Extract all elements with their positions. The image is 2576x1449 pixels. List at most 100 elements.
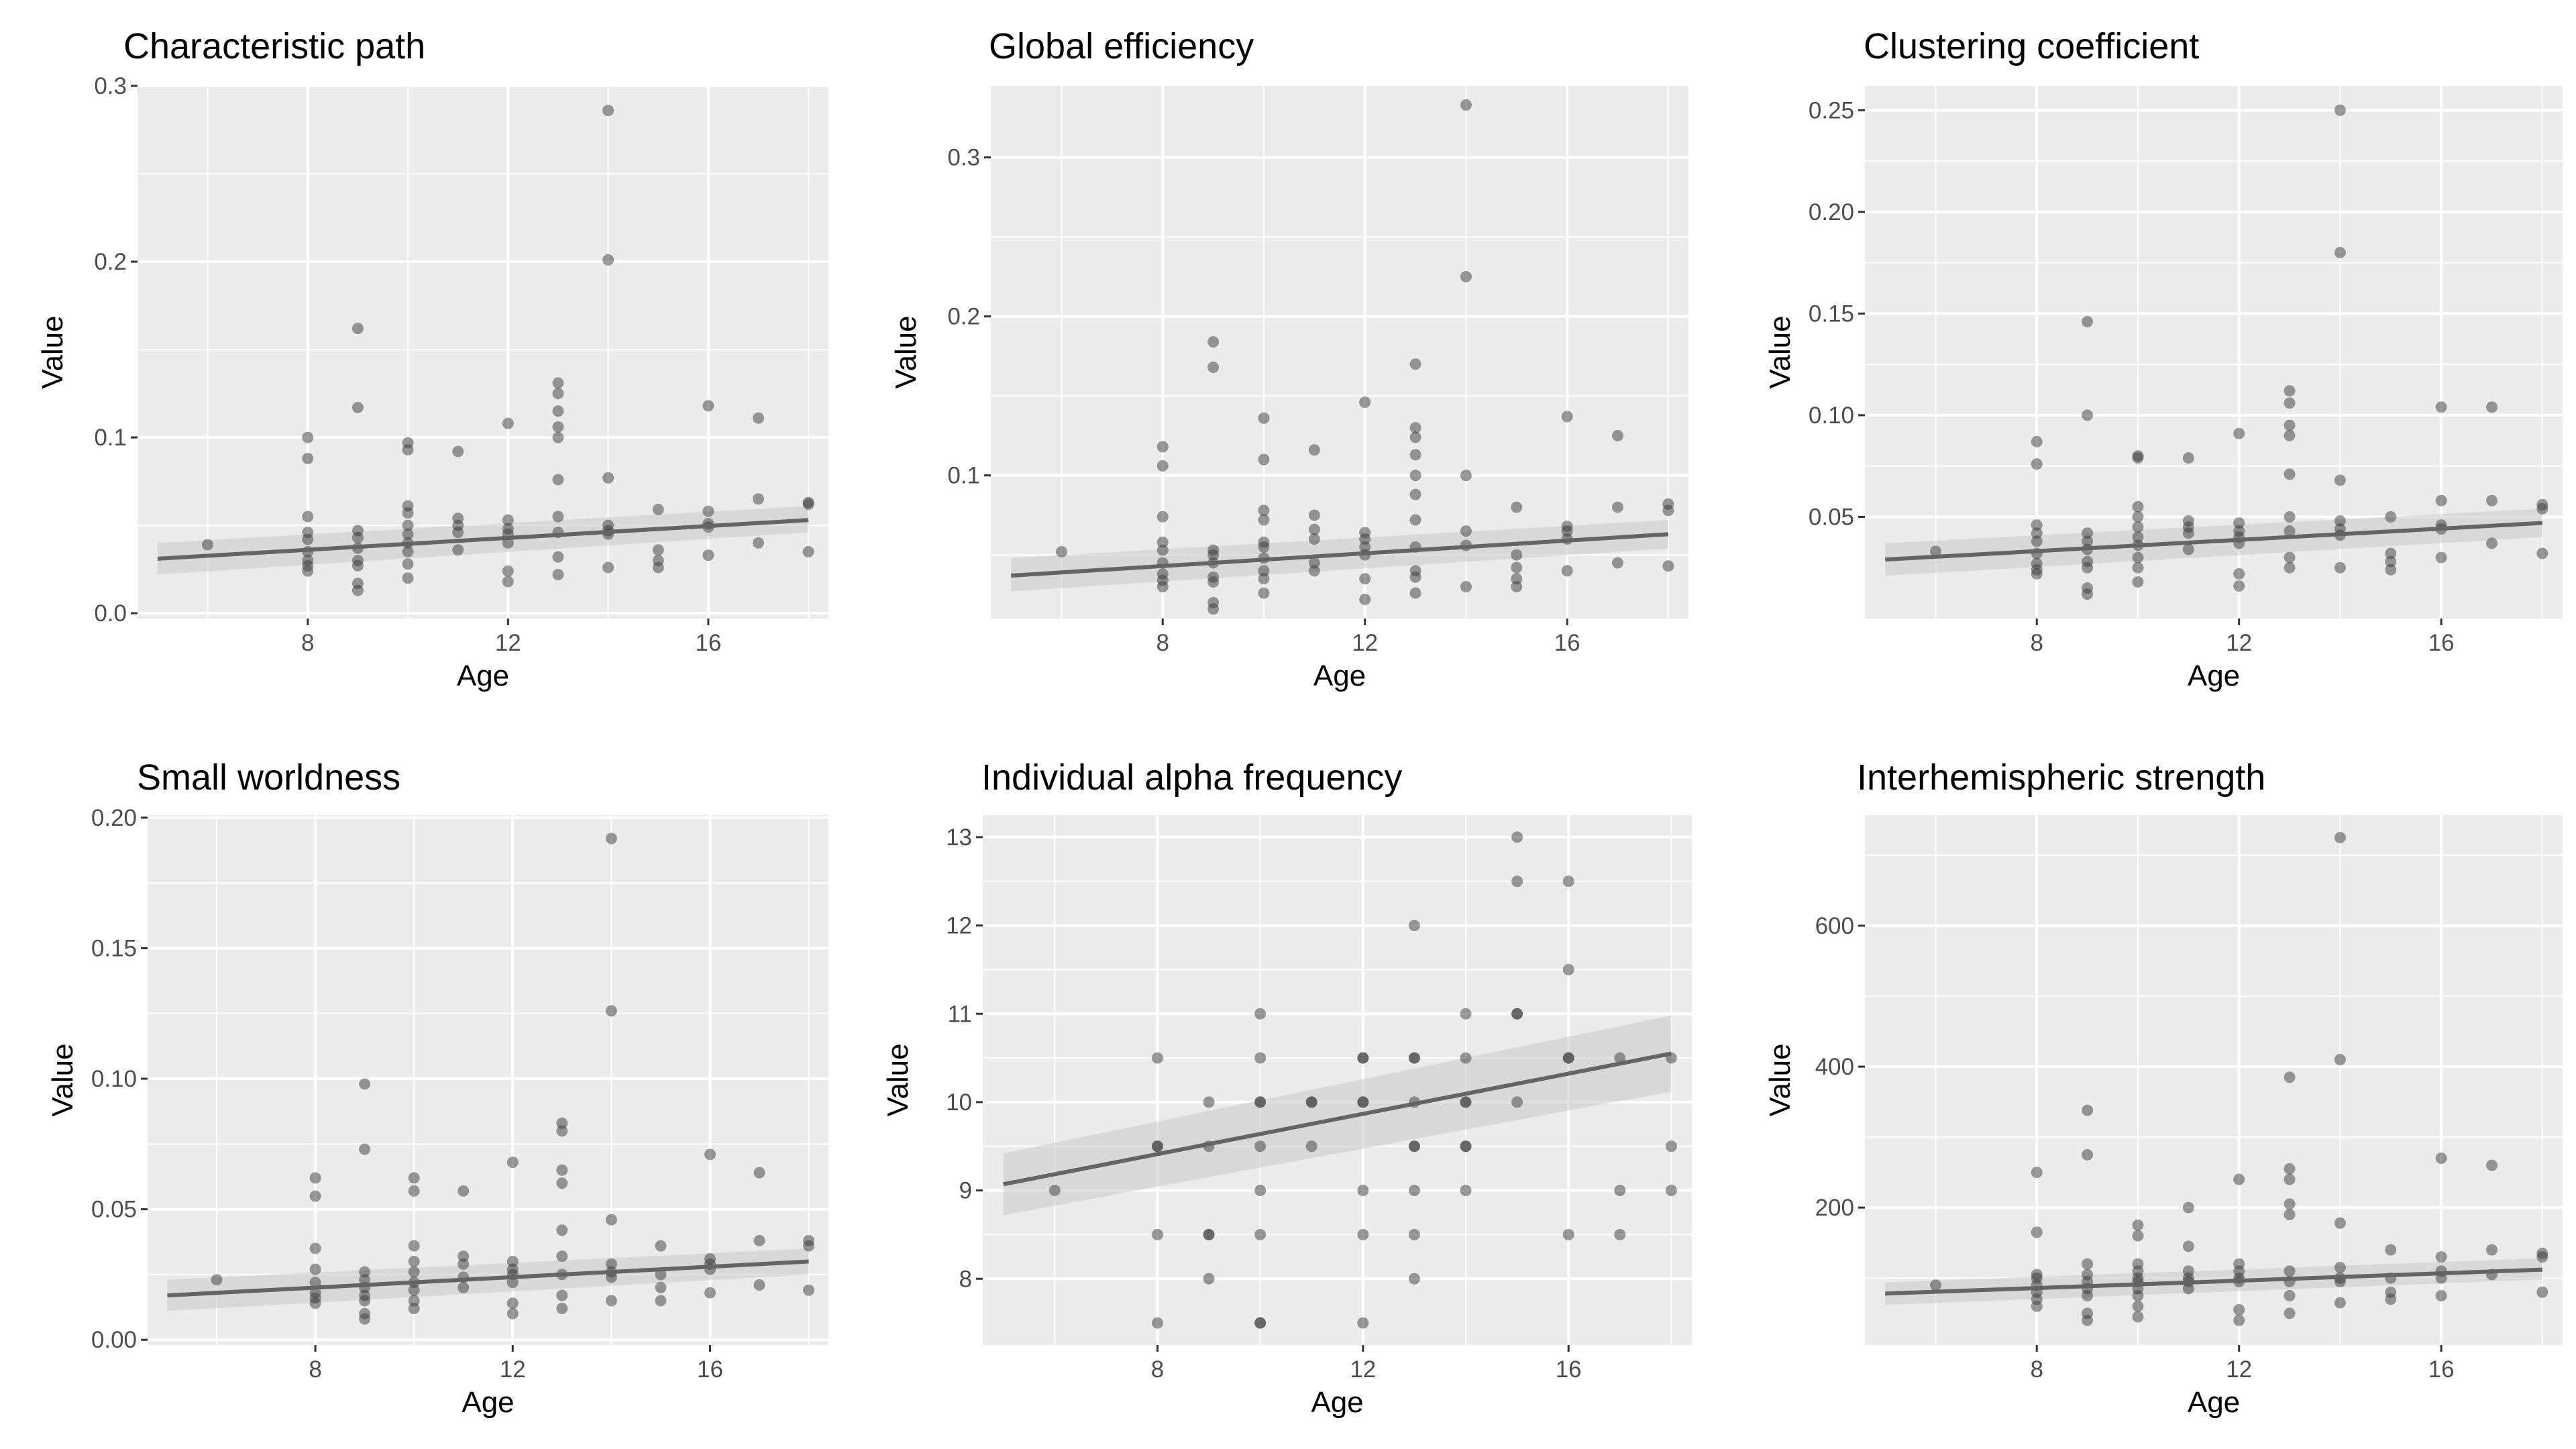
data-point — [1409, 514, 1421, 526]
data-point — [458, 1250, 470, 1263]
y-tick-label: 9 — [959, 1178, 972, 1204]
data-point — [2132, 1311, 2144, 1323]
x-tick-label: 16 — [697, 1356, 723, 1383]
y-axis-ticks: 0.00 0.05 0.10 0.15 0.20 — [91, 805, 148, 1353]
data-point — [211, 1274, 223, 1286]
x-axis-ticks: 8 12 16 — [2030, 1345, 2455, 1383]
data-point — [1357, 1185, 1369, 1197]
data-point — [309, 1242, 321, 1254]
data-point — [458, 1258, 470, 1270]
data-point — [2182, 543, 2194, 555]
data-point — [2385, 1293, 2397, 1305]
data-point — [2233, 568, 2245, 580]
data-point — [1258, 453, 1270, 466]
y-axis-title: Value — [881, 1043, 914, 1116]
data-point — [2435, 1251, 2447, 1263]
data-point — [1254, 1008, 1267, 1020]
data-point — [1611, 557, 1623, 569]
data-point — [2082, 588, 2094, 600]
data-point — [2485, 537, 2498, 549]
x-tick-label: 16 — [2428, 630, 2455, 656]
panel-global-efficiency: Global efficiency 0.1 0.2 0.3 8 12 16 Age Value — [845, 0, 1704, 724]
x-tick-label: 8 — [301, 630, 314, 656]
data-point — [2334, 474, 2346, 486]
y-tick-label: 11 — [948, 1001, 972, 1027]
x-axis-ticks: 8 12 16 — [309, 1345, 723, 1383]
data-point — [1460, 1140, 1472, 1152]
data-point — [1359, 573, 1371, 585]
data-point — [402, 443, 414, 455]
x-tick-label: 12 — [1352, 630, 1378, 656]
data-point — [1208, 576, 1220, 588]
data-point — [1151, 1140, 1163, 1152]
data-point — [1056, 545, 1068, 557]
data-point — [2031, 1300, 2043, 1312]
panel-title: Individual alpha frequency — [981, 757, 1403, 798]
data-point — [1611, 429, 1623, 441]
data-point — [1511, 875, 1523, 888]
y-tick-label: 0.05 — [1809, 504, 1854, 530]
data-point — [2182, 452, 2194, 464]
data-point — [2233, 580, 2245, 592]
chart-canvas: 200 400 600 8 12 16 Age Value — [1764, 815, 2563, 1419]
y-axis-ticks: 0.0 0.1 0.2 0.3 — [94, 73, 138, 627]
data-point — [655, 1269, 667, 1281]
data-point — [2132, 576, 2144, 588]
data-point — [753, 1279, 765, 1291]
data-point — [359, 1295, 371, 1307]
data-point — [2435, 551, 2447, 564]
data-point — [1258, 514, 1270, 526]
data-point — [1254, 1140, 1267, 1152]
panel-individual-alpha-frequency: Individual alpha frequency 8 9 10 11 12 13 8 12… — [845, 724, 1704, 1449]
data-point — [556, 1117, 568, 1129]
data-point — [2233, 1314, 2245, 1326]
y-axis-ticks: 0.1 0.2 0.3 — [947, 145, 991, 489]
data-point — [556, 1303, 568, 1315]
data-point — [302, 453, 314, 465]
data-point — [1359, 594, 1371, 606]
data-point — [1157, 511, 1169, 523]
data-point — [1157, 536, 1169, 548]
y-axis-ticks: 0.05 0.10 0.15 0.20 0.25 — [1809, 97, 1865, 530]
y-axis-ticks: 200 400 600 — [1815, 913, 1865, 1221]
y-axis-title: Value — [46, 1043, 79, 1116]
data-point — [352, 323, 364, 335]
data-point — [408, 1284, 420, 1296]
data-point — [2334, 515, 2346, 527]
y-tick-label: 0.0 — [94, 600, 127, 627]
data-point — [702, 505, 714, 517]
data-point — [2334, 1297, 2346, 1309]
data-point — [2132, 511, 2144, 523]
data-point — [2284, 1265, 2296, 1277]
data-point — [359, 1274, 371, 1286]
data-point — [352, 584, 364, 596]
x-tick-label: 12 — [500, 1356, 526, 1383]
data-point — [2284, 511, 2296, 523]
y-axis-title: Value — [1764, 1043, 1796, 1116]
chart-canvas: 0.1 0.2 0.3 8 12 16 Age Value — [890, 86, 1688, 692]
data-point — [1208, 549, 1220, 561]
data-point — [552, 405, 564, 417]
data-point — [2132, 561, 2144, 574]
x-tick-label: 8 — [1156, 630, 1169, 656]
y-tick-label: 600 — [1815, 913, 1854, 939]
data-point — [605, 1214, 617, 1226]
data-point — [1308, 533, 1320, 545]
data-point — [1203, 1273, 1215, 1285]
data-point — [1308, 523, 1320, 535]
data-point — [2132, 500, 2144, 513]
x-tick-label: 12 — [1350, 1356, 1376, 1383]
data-point — [1157, 581, 1169, 593]
panel-title: Interhemispheric strength — [1857, 757, 2266, 798]
data-point — [1258, 587, 1270, 599]
data-point — [2132, 551, 2144, 564]
data-point — [1511, 561, 1523, 574]
chart-canvas: 8 9 10 11 12 13 8 12 16 Age Value — [881, 815, 1692, 1419]
data-point — [2485, 1159, 2498, 1171]
data-point — [552, 388, 564, 400]
x-axis-ticks: 8 12 16 — [301, 619, 721, 656]
data-point — [552, 568, 564, 580]
data-point — [2334, 247, 2346, 259]
data-point — [1409, 488, 1421, 500]
data-point — [1308, 509, 1320, 521]
